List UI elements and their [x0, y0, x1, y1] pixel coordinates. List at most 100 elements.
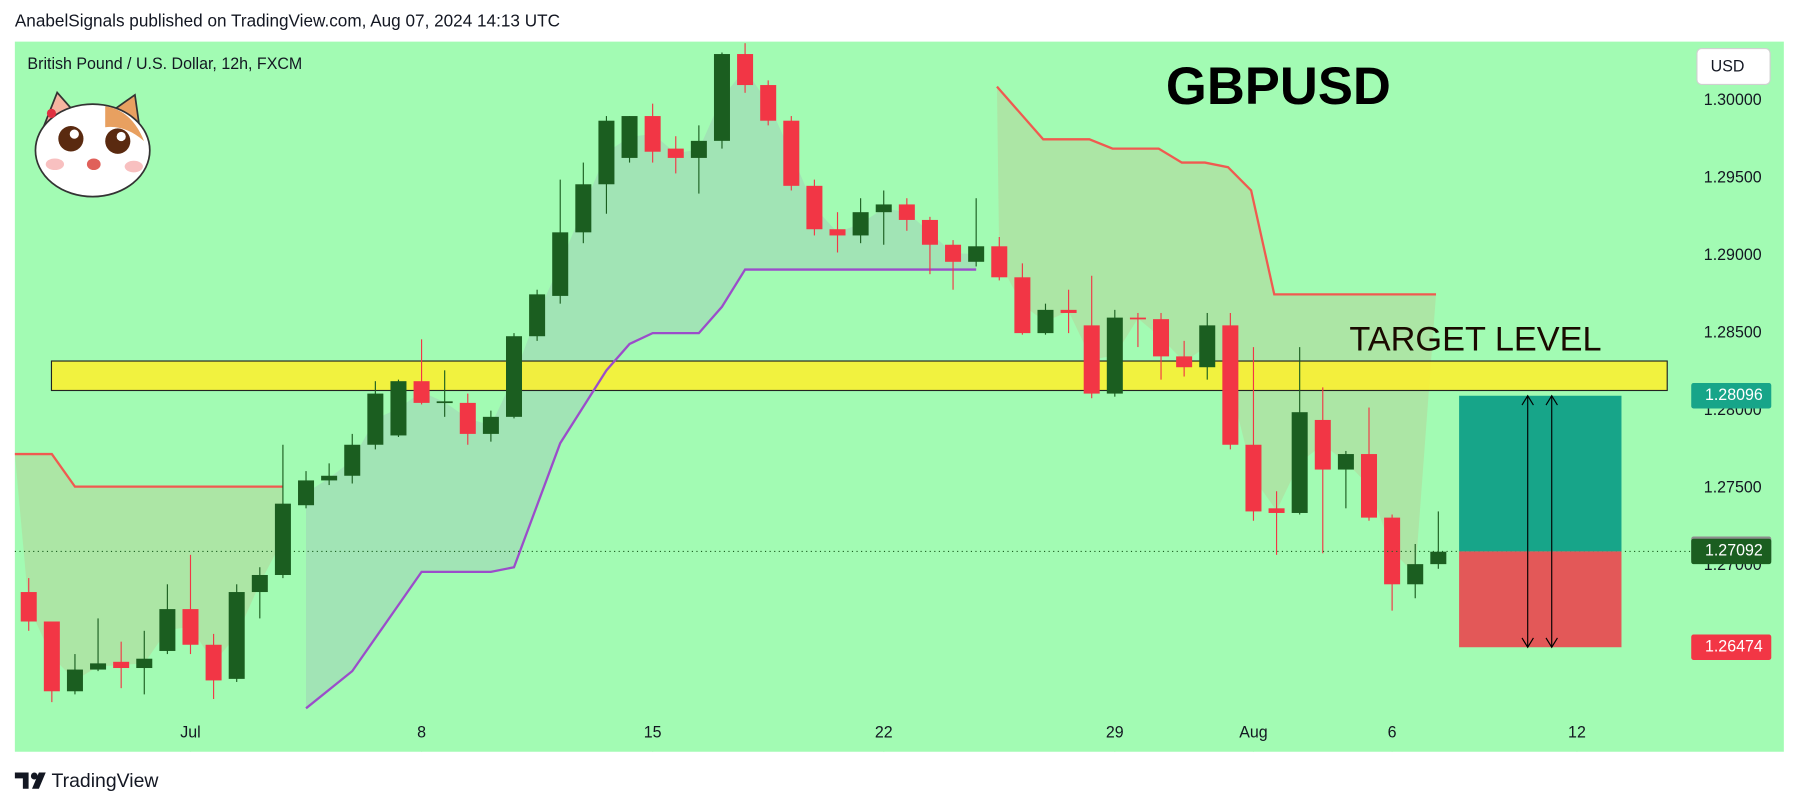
candle-body	[136, 658, 153, 669]
y-tick-label: 1.30000	[1704, 91, 1762, 109]
x-tick-label: 15	[644, 723, 662, 741]
candle-body	[113, 661, 130, 669]
logo-mark	[14, 772, 29, 789]
candle-body	[228, 592, 245, 679]
candle-body	[90, 663, 107, 670]
candle-body	[1199, 325, 1216, 368]
labels: 1.270001.275001.280001.285001.290001.295…	[180, 91, 1772, 742]
sticker-eye-shine	[116, 131, 126, 142]
candle-body	[505, 336, 523, 417]
candle-body	[1291, 412, 1308, 513]
candle-body	[598, 120, 615, 185]
candle-body	[945, 244, 962, 262]
candle-body	[1337, 454, 1354, 470]
target-zone	[50, 360, 1668, 392]
candle-body	[1430, 551, 1447, 565]
candle-body	[783, 120, 800, 186]
target-price-label: 1.28096	[1705, 386, 1763, 404]
candle-body	[529, 294, 546, 337]
candle-body	[1153, 319, 1170, 357]
candle-body	[1083, 325, 1100, 394]
candle-body	[1407, 564, 1424, 585]
candle-body	[575, 184, 592, 233]
candle-body	[1060, 309, 1077, 313]
candle-body	[1014, 277, 1031, 334]
candle-body	[1222, 325, 1239, 445]
candle-body	[1129, 317, 1146, 320]
logo-mark	[30, 772, 38, 780]
candle-body	[205, 644, 222, 681]
logo-mark	[32, 772, 46, 789]
candle-body	[251, 574, 268, 593]
sticker-mouth	[86, 158, 101, 171]
currency-label[interactable]: USD	[1711, 57, 1745, 75]
candle-body	[66, 669, 83, 692]
candle-body	[690, 140, 707, 158]
x-tick-label: 8	[417, 723, 426, 741]
stop-price-label-bg	[1691, 634, 1772, 660]
candle-body	[852, 212, 869, 236]
candle-body	[713, 54, 730, 141]
candle-body	[274, 503, 291, 575]
candle-body	[321, 475, 338, 481]
symbol-legend: British Pound / U.S. Dollar, 12h, FXCM	[27, 55, 302, 73]
candle-body	[1037, 309, 1054, 334]
stop-price-label: 1.26474	[1705, 637, 1763, 655]
candle-body	[667, 148, 684, 158]
publish-header: AnabelSignals published on TradingView.c…	[15, 10, 560, 30]
currency-box[interactable]	[1696, 47, 1771, 86]
candle-body	[43, 621, 60, 692]
sticker-face	[34, 103, 151, 198]
sticker-eye-shine	[69, 129, 79, 139]
candle-body	[644, 116, 661, 152]
candle-body	[413, 381, 430, 403]
annotation: TARGET LEVEL	[1349, 320, 1601, 358]
candle-body	[459, 402, 476, 434]
candle-body	[737, 54, 754, 86]
candle-body	[344, 444, 361, 476]
sticker-eye	[105, 128, 131, 154]
candle-body	[968, 246, 985, 262]
candle-body	[298, 480, 315, 506]
candle-body	[1360, 454, 1378, 518]
indicator-cloud	[306, 69, 977, 709]
candle-body	[991, 246, 1008, 278]
candle-body	[621, 116, 638, 158]
indicator-line	[996, 85, 1437, 296]
chart-title: GBPUSD	[1166, 57, 1391, 116]
indicator-cloud	[996, 86, 1437, 575]
y-tick-label: 1.29500	[1704, 168, 1762, 186]
plot-layer	[14, 43, 1691, 752]
candle-body	[1245, 444, 1262, 512]
candle-body	[182, 609, 199, 645]
candle-body	[552, 232, 569, 296]
sticker-patch	[105, 106, 145, 142]
x-tick-label: 29	[1106, 723, 1124, 741]
y-tick-label: 1.28500	[1704, 323, 1762, 341]
candle-body	[1268, 508, 1285, 513]
candle-body	[1314, 419, 1331, 470]
x-tick-label: 6	[1388, 723, 1397, 741]
sticker-bow	[46, 108, 57, 118]
indicator-cloud	[14, 454, 283, 681]
x-tick-label: Jul	[180, 723, 200, 741]
candle-body	[806, 185, 823, 230]
candle-body	[829, 229, 846, 236]
loss-zone	[1459, 551, 1622, 648]
arrow-head	[1521, 394, 1534, 649]
candle-body	[367, 393, 384, 445]
candle-body	[436, 401, 453, 404]
candle-body	[1176, 356, 1193, 368]
arrow-head	[1545, 394, 1558, 649]
x-tick-label: Aug	[1239, 723, 1267, 741]
sticker-blush	[124, 160, 143, 173]
y-tick-label: 1.29000	[1704, 246, 1762, 264]
candle-body	[482, 416, 499, 434]
sticker	[34, 90, 151, 198]
candle-body	[760, 85, 777, 121]
candle-body	[20, 592, 37, 622]
sticker-blush	[45, 158, 65, 171]
sticker-eye	[58, 126, 84, 152]
candle-body	[921, 219, 938, 245]
